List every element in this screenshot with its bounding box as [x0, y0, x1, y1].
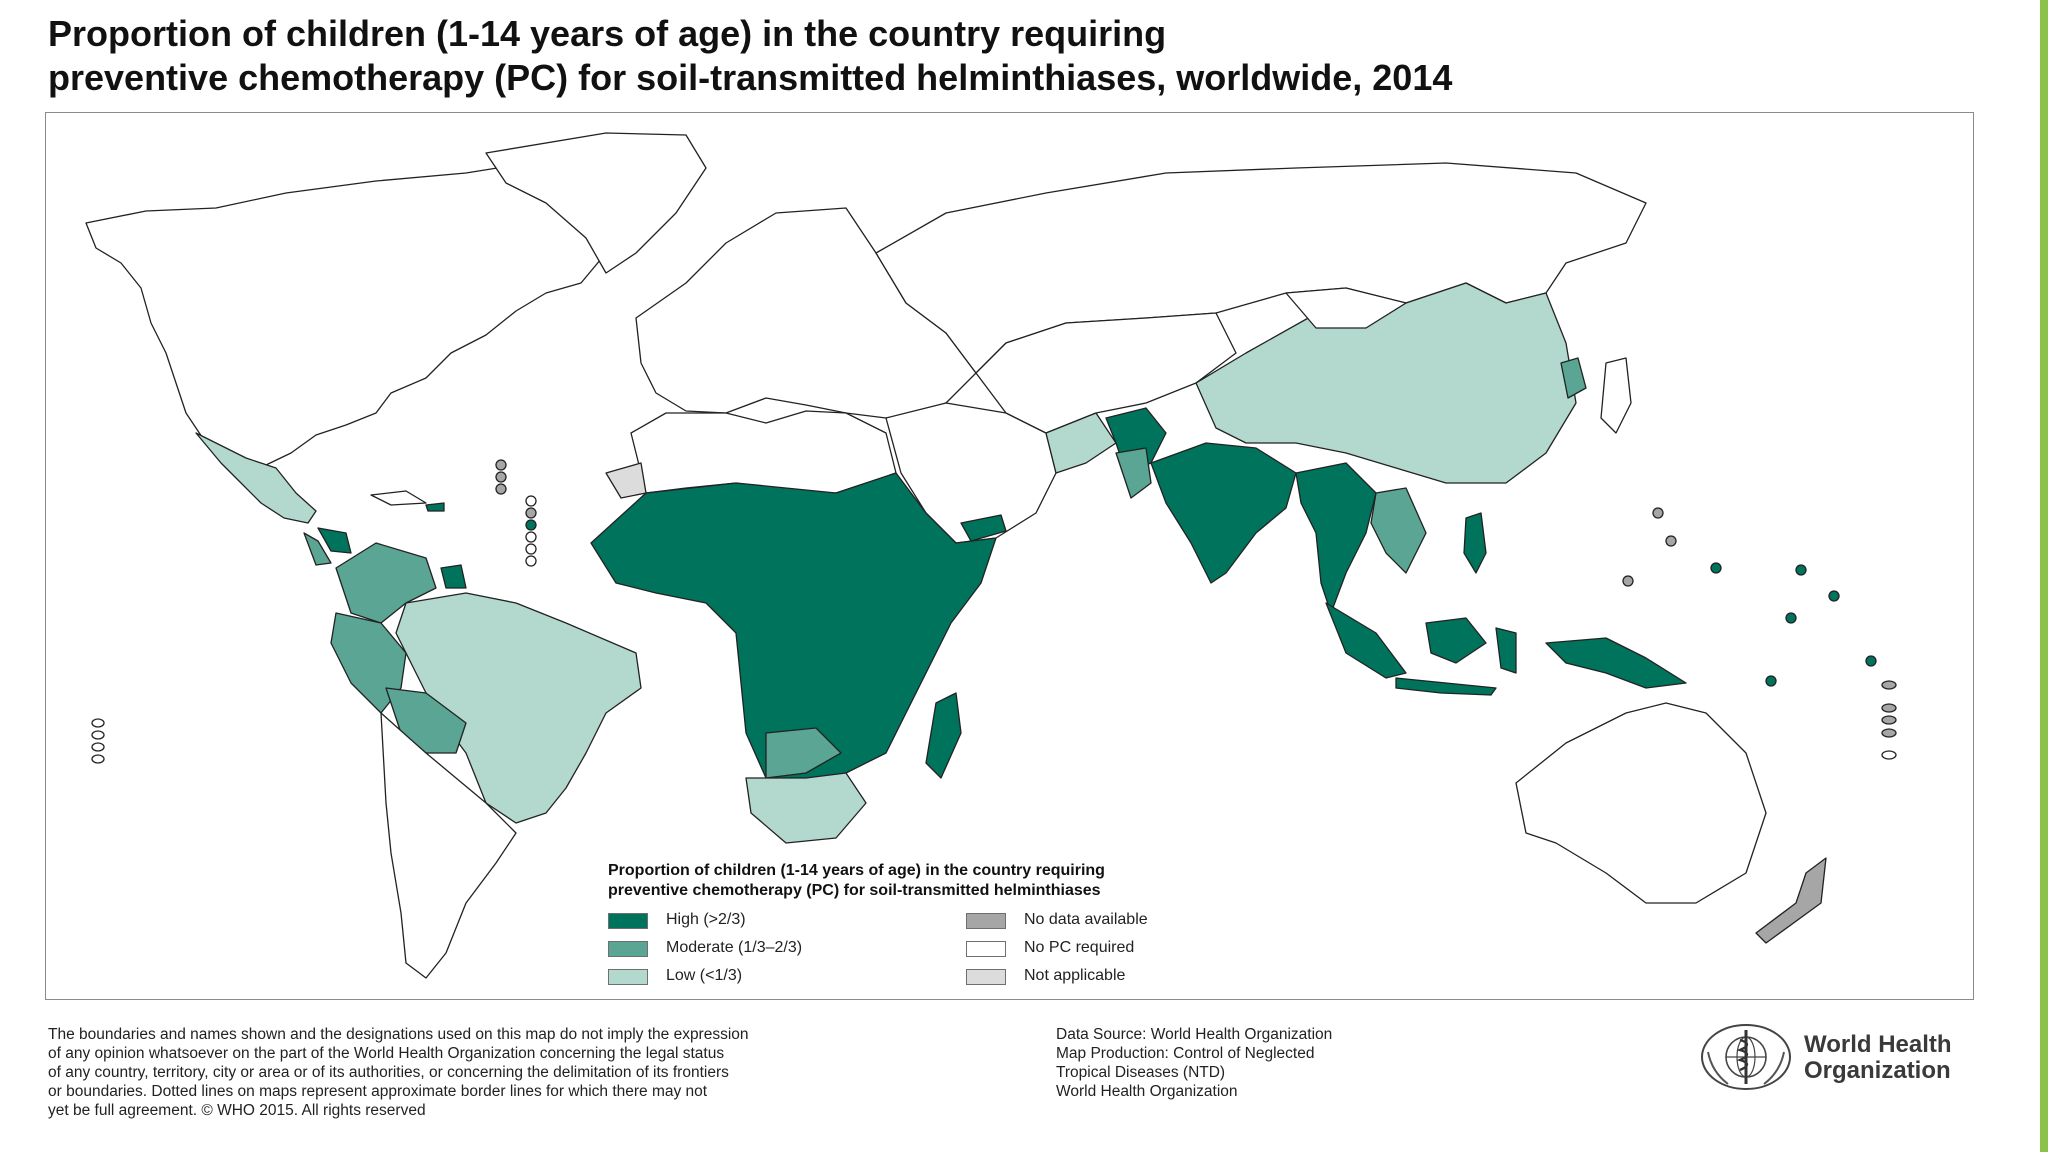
legend-label-no-data: No data available: [1024, 911, 1148, 928]
region-mongolia: [1285, 287, 1407, 329]
region-middle-east: [885, 402, 1057, 544]
legend-swatch-no-data: [966, 913, 1006, 929]
region-borneo-sumatra: [1325, 602, 1407, 679]
region-java: [1395, 677, 1497, 696]
who-logo: World Health Organization: [1698, 1022, 1978, 1092]
legend-swatch-moderate: [608, 941, 648, 957]
credits-line: World Health Organization: [1056, 1083, 1238, 1100]
who-wordmark-line-1: World Health: [1804, 1031, 1952, 1058]
legend-swatch-low: [608, 969, 648, 985]
region-mexico: [195, 432, 317, 524]
slide-accent-bar: [2040, 0, 2048, 1152]
region-namibia-botswana: [765, 727, 842, 779]
region-madagascar: [925, 692, 962, 779]
map-title-line-1: Proportion of children (1-14 years of ag…: [48, 13, 1167, 54]
world-map: [85, 132, 1897, 979]
legend-title-line-1: Proportion of children (1-14 years of ag…: [608, 862, 1105, 879]
who-emblem-icon: [1701, 1024, 1791, 1090]
map-legend: Proportion of children (1-14 years of ag…: [608, 861, 1308, 985]
region-southern-cone: [380, 712, 517, 979]
legend-label-low: Low (<1/3): [666, 967, 743, 984]
who-wordmark: World Health Organization: [1804, 1032, 1952, 1084]
legend-item-moderate: Moderate (1/3–2/3): [608, 937, 908, 959]
region-yemen: [960, 514, 1007, 542]
western-island-markers: [91, 718, 105, 764]
region-indochina: [1370, 487, 1427, 574]
credits-line: Tropical Diseases (NTD): [1056, 1064, 1226, 1081]
legend-item-no-data: No data available: [966, 909, 1266, 931]
region-central-america-high: [317, 527, 352, 554]
disclaimer-text: The boundaries and names shown and the d…: [48, 1025, 978, 1120]
region-australia: [1515, 702, 1767, 904]
legend-swatch-no-pc: [966, 941, 1006, 957]
legend-title: Proportion of children (1-14 years of ag…: [608, 861, 1308, 901]
region-central-asia: [975, 312, 1237, 434]
legend-label-high: High (>2/3): [666, 911, 746, 928]
region-sub-saharan-africa: [590, 472, 997, 784]
disclaimer-line: The boundaries and names shown and the d…: [48, 1026, 749, 1043]
legend-item-not-applicable: Not applicable: [966, 965, 1266, 987]
region-haiti: [425, 502, 445, 512]
region-borneo: [1425, 617, 1487, 664]
region-korea: [1560, 357, 1587, 399]
legend-swatch-not-applicable: [966, 969, 1006, 985]
region-cuba: [370, 490, 427, 506]
disclaimer-line: of any country, territory, city or area …: [48, 1064, 729, 1081]
map-title: Proportion of children (1-14 years of ag…: [48, 12, 1948, 100]
region-western-sahara: [605, 462, 647, 499]
region-colombia-venezuela: [335, 542, 437, 624]
pacific-island-markers: [1622, 507, 1897, 760]
region-south-africa: [745, 772, 867, 844]
map-title-line-2: preventive chemotherapy (PC) for soil-tr…: [48, 57, 1453, 98]
legend-title-line-2: preventive chemotherapy (PC) for soil-tr…: [608, 882, 1101, 899]
region-central-america-moderate: [303, 532, 332, 566]
region-pakistan-moderate: [1115, 447, 1152, 499]
legend-label-not-applicable: Not applicable: [1024, 967, 1126, 984]
caribbean-island-markers: [495, 459, 537, 567]
region-greenland: [485, 132, 707, 274]
region-japan: [1600, 357, 1632, 434]
disclaimer-line: or boundaries. Dotted lines on maps repr…: [48, 1083, 708, 1100]
region-myanmar-thailand: [1295, 462, 1377, 614]
region-sulawesi-png: [1495, 627, 1687, 689]
region-india: [1150, 442, 1297, 584]
legend-item-low: Low (<1/3): [608, 965, 908, 987]
legend-item-high: High (>2/3): [608, 909, 908, 931]
data-credits: Data Source: World Health Organization M…: [1056, 1025, 1476, 1101]
legend-label-no-pc: No PC required: [1024, 939, 1135, 956]
who-wordmark-line-2: Organization: [1804, 1057, 1951, 1084]
legend-swatch-high: [608, 913, 648, 929]
world-map-frame: Proportion of children (1-14 years of ag…: [45, 112, 1974, 1000]
region-north-africa: [630, 410, 897, 494]
disclaimer-line: of any opinion whatsoever on the part of…: [48, 1045, 725, 1062]
credits-line: Data Source: World Health Organization: [1056, 1026, 1333, 1043]
region-north-america: [85, 164, 607, 466]
region-iran-low: [1045, 412, 1117, 474]
legend-item-no-pc: No PC required: [966, 937, 1266, 959]
credits-line: Map Production: Control of Neglected: [1056, 1045, 1315, 1062]
region-philippines: [1463, 512, 1487, 574]
disclaimer-line: yet be full agreement. © WHO 2015. All r…: [48, 1102, 426, 1119]
region-guyana: [440, 564, 467, 589]
region-new-zealand: [1755, 857, 1827, 944]
legend-label-moderate: Moderate (1/3–2/3): [666, 939, 803, 956]
